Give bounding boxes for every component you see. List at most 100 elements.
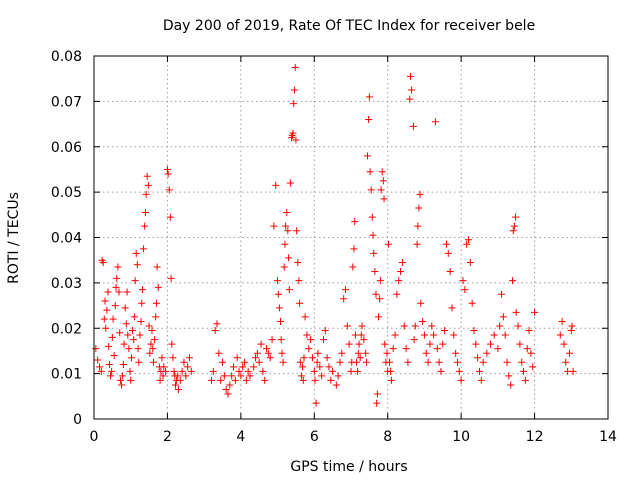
data-point [228,372,236,380]
data-point [182,372,190,380]
data-point [347,367,355,375]
data-point [373,399,381,407]
data-point [148,327,156,335]
data-point [503,358,511,366]
data-point [246,372,254,380]
data-point [408,86,416,94]
data-point [124,331,132,339]
data-point [350,245,358,253]
data-point [376,295,384,303]
data-point [239,363,247,371]
data-point [96,363,104,371]
data-point [277,336,285,344]
data-point [149,358,157,366]
data-point [285,286,293,294]
data-point [283,209,291,217]
data-point [321,327,329,335]
data-point [115,288,123,296]
data-point [459,277,467,285]
data-point [131,277,139,285]
data-point [146,349,154,357]
data-point [149,345,157,353]
data-point [334,372,342,380]
data-point [494,345,502,353]
data-point [296,358,304,366]
data-point [119,372,127,380]
x-tick-label: 0 [90,429,99,445]
data-point [446,268,454,276]
data-point [224,390,232,398]
data-point [138,299,146,307]
data-point [402,345,410,353]
data-point [512,308,520,316]
data-point [303,331,311,339]
data-point [101,297,109,305]
data-point [137,317,145,325]
data-point [305,345,313,353]
data-point [410,336,418,344]
data-point [222,386,230,394]
data-point [130,313,138,321]
y-tick-label: 0.05 [51,185,82,201]
data-point [284,227,292,235]
data-point [415,204,423,212]
data-point [294,258,302,266]
data-point [424,358,432,366]
data-point [442,240,450,248]
data-point [99,258,107,266]
data-point [468,299,476,307]
data-point [371,268,379,276]
data-point [527,349,535,357]
data-point [362,358,370,366]
data-point [453,358,461,366]
y-tick-label: 0 [73,412,82,428]
data-point [184,363,192,371]
data-point [111,302,119,310]
data-point [129,327,137,335]
data-point [230,363,238,371]
data-point [509,277,517,285]
data-point [109,315,117,323]
data-point [372,290,380,298]
data-point [308,354,316,362]
data-point [365,93,373,101]
data-point [316,363,324,371]
data-point [558,317,566,325]
data-point [310,367,318,375]
data-point [384,240,392,248]
y-tick-label: 0.01 [51,367,82,383]
data-point [312,399,320,407]
data-point [178,367,186,375]
data-point [354,367,362,375]
data-point [409,122,417,130]
data-point [160,363,168,371]
data-point [444,249,452,257]
data-point [94,356,102,364]
data-point [383,349,391,357]
data-point [395,277,403,285]
data-point [215,349,223,357]
data-point [474,354,482,362]
data-point [525,327,533,335]
data-point [110,351,118,359]
data-point [327,376,335,384]
data-point [235,367,243,375]
data-point [336,358,344,366]
data-point [259,367,267,375]
data-point [158,354,166,362]
data-point [435,358,443,366]
data-point [274,290,282,298]
data-point [159,372,167,380]
data-point [257,340,265,348]
data-point [464,236,472,244]
data-point [376,277,384,285]
data-point [490,331,498,339]
data-point [387,376,395,384]
data-point [366,168,374,176]
data-point [381,340,389,348]
data-point [213,320,221,328]
y-axis-title: ROTI / TECUs [6,192,22,284]
data-point [180,358,188,366]
data-point [301,313,309,321]
